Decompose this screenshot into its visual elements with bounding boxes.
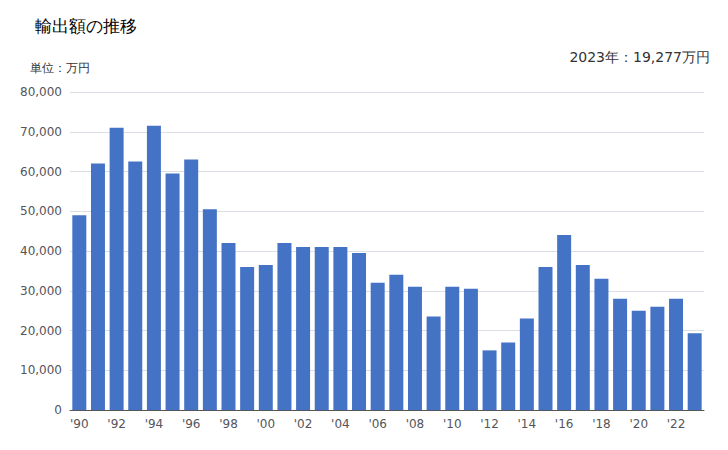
svg-text:'00: '00 — [257, 417, 276, 431]
svg-text:0: 0 — [54, 403, 62, 417]
svg-text:2023年：19,277万円: 2023年：19,277万円 — [569, 49, 710, 65]
svg-text:'16: '16 — [555, 417, 574, 431]
svg-text:'22: '22 — [667, 417, 686, 431]
svg-text:'12: '12 — [480, 417, 499, 431]
svg-text:70,000: 70,000 — [20, 125, 62, 139]
svg-text:単位：万円: 単位：万円 — [30, 61, 90, 75]
svg-text:'20: '20 — [629, 417, 648, 431]
svg-text:'98: '98 — [219, 417, 238, 431]
svg-text:'90: '90 — [70, 417, 89, 431]
svg-text:'10: '10 — [443, 417, 462, 431]
svg-text:20,000: 20,000 — [20, 324, 62, 338]
svg-text:'96: '96 — [182, 417, 201, 431]
svg-text:'02: '02 — [294, 417, 313, 431]
svg-text:'14: '14 — [518, 417, 537, 431]
svg-text:10,000: 10,000 — [20, 363, 62, 377]
svg-text:60,000: 60,000 — [20, 165, 62, 179]
svg-text:30,000: 30,000 — [20, 284, 62, 298]
svg-text:'06: '06 — [368, 417, 387, 431]
svg-text:'94: '94 — [145, 417, 164, 431]
svg-text:'08: '08 — [406, 417, 425, 431]
svg-text:輸出額の推移: 輸出額の推移 — [35, 16, 137, 36]
svg-text:'04: '04 — [331, 417, 350, 431]
svg-text:'92: '92 — [107, 417, 126, 431]
svg-text:50,000: 50,000 — [20, 204, 62, 218]
svg-text:'18: '18 — [592, 417, 611, 431]
svg-text:40,000: 40,000 — [20, 244, 62, 258]
svg-text:80,000: 80,000 — [20, 85, 62, 99]
